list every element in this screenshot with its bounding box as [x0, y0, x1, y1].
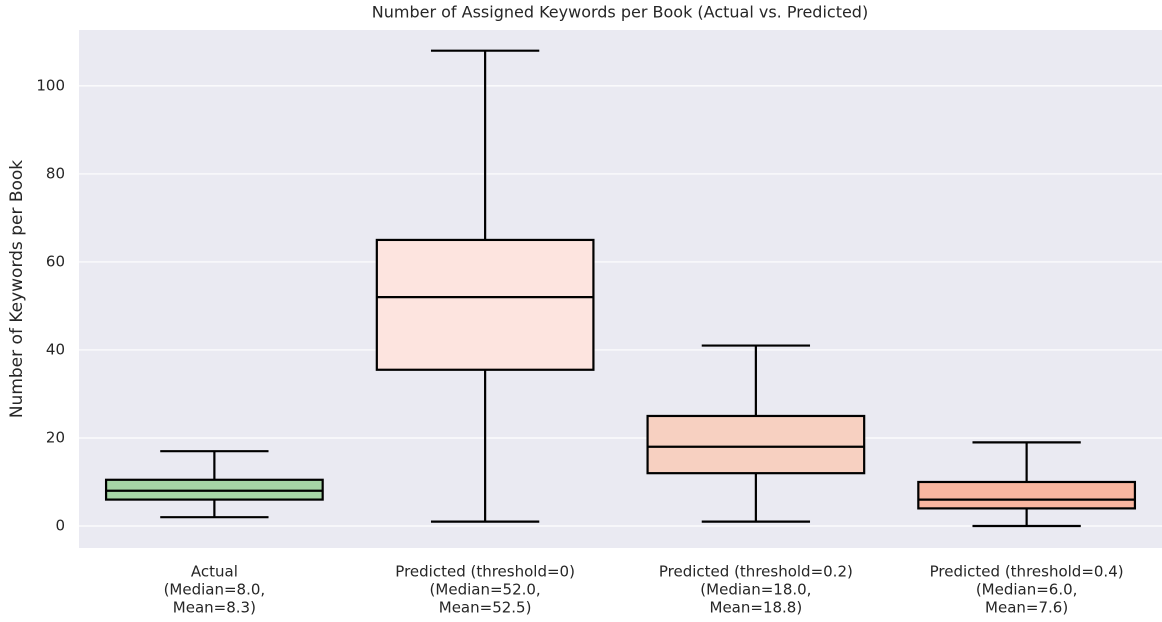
x-tick-label-line: Predicted (threshold=0.2) [659, 563, 853, 581]
x-tick-label: Actual(Median=8.0,Mean=8.3) [164, 563, 266, 617]
chart-title: Number of Assigned Keywords per Book (Ac… [372, 3, 868, 22]
x-tick-label-line: Predicted (threshold=0) [395, 563, 575, 581]
y-tick-label: 80 [46, 164, 65, 182]
box [917, 480, 1137, 510]
x-tick-label-line: Mean=52.5) [439, 599, 532, 617]
x-tick-label: Predicted (threshold=0)(Median=52.0,Mean… [395, 563, 575, 617]
x-tick-label-line: (Median=6.0, [976, 581, 1078, 599]
y-tick-label: 40 [46, 340, 65, 358]
box [104, 478, 324, 501]
box [646, 414, 866, 475]
x-tick-label: Predicted (threshold=0.4)(Median=6.0,Mea… [930, 563, 1124, 617]
y-axis-label: Number of Keywords per Book [7, 160, 27, 418]
y-tick-label: 20 [46, 428, 65, 446]
y-tick-label: 60 [46, 252, 65, 270]
x-tick-label-line: Mean=7.6) [985, 599, 1068, 617]
x-tick-label-line: (Median=52.0, [430, 581, 541, 599]
plot-area [79, 30, 1162, 548]
x-tick-label-line: Mean=8.3) [173, 599, 256, 617]
x-tick-label-line: Predicted (threshold=0.4) [930, 563, 1124, 581]
y-tick-label: 0 [55, 516, 65, 534]
x-tick-label-line: Actual [191, 563, 238, 581]
x-tick-label-line: (Median=18.0, [700, 581, 811, 599]
y-tick-label: 100 [36, 76, 65, 94]
x-tick-label: Predicted (threshold=0.2)(Median=18.0,Me… [659, 563, 853, 617]
x-tick-label-line: (Median=8.0, [164, 581, 266, 599]
x-tick-label-line: Mean=18.8) [710, 599, 803, 617]
box [375, 238, 595, 371]
